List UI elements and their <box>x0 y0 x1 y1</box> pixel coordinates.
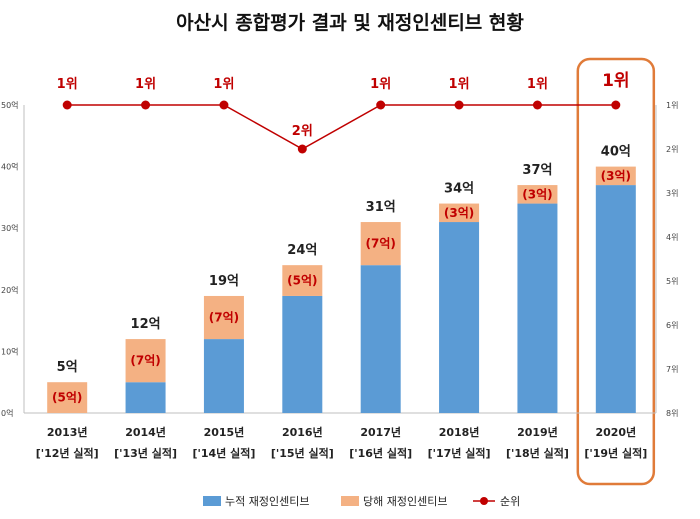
rank-point <box>376 100 386 110</box>
y-tick-label: 30억 <box>1 223 19 233</box>
y-tick-label: 10억 <box>1 346 19 356</box>
y-tick-label: 20억 <box>1 285 19 295</box>
bar-annual-label: (7억) <box>130 354 160 368</box>
rank-label: 1위 <box>213 77 234 92</box>
x-tick-label-year: 2013년 <box>47 425 88 439</box>
bar-annual <box>203 295 244 340</box>
x-tick-label-basis: ['17년 실적] <box>428 446 491 460</box>
y2-tick-label: 5위 <box>666 277 678 286</box>
y2-tick-label: 2위 <box>666 145 678 154</box>
bar-annual <box>125 339 166 383</box>
bar-annual-label: (3억) <box>444 206 474 220</box>
rank-line <box>67 104 616 150</box>
rank-point <box>141 100 151 110</box>
x-tick-label-basis: ['14년 실적] <box>192 446 255 460</box>
rank-label: 1위 <box>449 77 470 92</box>
y2-tick-label: 6위 <box>666 321 678 330</box>
x-tick-label-basis: ['15년 실적] <box>271 446 334 460</box>
x-tick-label-year: 2019년 <box>517 425 558 439</box>
y2-tick-label: 1위 <box>666 101 678 110</box>
x-tick-label-year: 2014년 <box>125 425 166 439</box>
bar-annual-label: (7억) <box>366 237 396 251</box>
bar-annual-label: (5억) <box>52 391 82 405</box>
bar-cumulative <box>360 265 401 413</box>
y-tick-label: 50억 <box>1 100 19 110</box>
legend-label-rank: 순위 <box>500 495 520 508</box>
bar-annual <box>47 382 88 413</box>
chart-title: 아산시 종합평가 결과 및 재정인센티브 현황 <box>176 11 524 34</box>
y2-tick-label: 3위 <box>666 189 678 198</box>
bar-total-label: 19억 <box>209 274 239 289</box>
x-tick-label-year: 2018년 <box>439 425 480 439</box>
legend-swatch-annual <box>341 496 359 506</box>
rank-point <box>297 144 307 154</box>
bar-annual <box>595 166 636 186</box>
bar-annual-label: (3억) <box>601 169 631 183</box>
bar-annual-label: (7억) <box>209 311 239 325</box>
rank-label: 1위 <box>135 77 156 92</box>
bar-annual-label: (5억) <box>287 274 317 288</box>
bar-annual <box>517 185 558 204</box>
y2-tick-label: 4위 <box>666 233 678 242</box>
legend-marker-rank <box>480 497 488 505</box>
x-tick-label-basis: ['19년 실적] <box>584 446 647 460</box>
bar-cumulative <box>282 295 323 413</box>
legend-label-annual: 당해 재정인센티브 <box>363 494 447 508</box>
bar-cumulative <box>517 203 558 413</box>
y-tick-label: 40억 <box>1 162 19 172</box>
bar-total-label: 31억 <box>366 200 396 215</box>
rank-point <box>611 100 621 110</box>
rank-point <box>532 100 542 110</box>
x-tick-label-basis: ['18년 실적] <box>506 446 569 460</box>
y2-tick-label: 7위 <box>666 365 678 374</box>
rank-label: 1위 <box>57 77 78 92</box>
rank-label: 1위 <box>370 77 391 92</box>
x-tick-label-basis: ['13년 실적] <box>114 446 177 460</box>
y2-tick-label: 8위 <box>666 409 678 418</box>
bar-cumulative <box>125 382 166 413</box>
bar-total-label: 5억 <box>57 360 78 375</box>
highlight-box <box>576 57 656 486</box>
bar-total-label: 40억 <box>601 145 631 160</box>
x-tick-label-basis: ['16년 실적] <box>349 446 412 460</box>
rank-label: 1위 <box>527 77 548 92</box>
bar-cumulative <box>203 339 244 413</box>
x-tick-label-basis: ['12년 실적] <box>36 446 99 460</box>
legend-swatch-cumulative <box>203 496 221 506</box>
bar-annual <box>282 265 323 296</box>
x-tick-label-year: 2020년 <box>595 425 636 439</box>
legend-label-cumulative: 누적 재정인센티브 <box>225 495 309 508</box>
bar-total-label: 24억 <box>287 243 317 258</box>
bar-cumulative <box>439 222 480 413</box>
rank-point <box>454 100 464 110</box>
x-tick-label-year: 2015년 <box>204 425 245 439</box>
rank-label: 2위 <box>292 124 313 139</box>
bar-cumulative <box>595 185 636 413</box>
bar-total-label: 12억 <box>131 317 161 332</box>
bar-annual-label: (3억) <box>522 187 552 201</box>
rank-point <box>62 100 72 110</box>
bar-annual <box>439 203 480 223</box>
rank-label: 1위 <box>602 71 629 91</box>
x-tick-label-year: 2016년 <box>282 425 323 439</box>
bar-total-label: 37억 <box>522 163 552 178</box>
bar-annual <box>360 222 401 266</box>
bar-total-label: 34억 <box>444 182 474 197</box>
y-tick-label: 0억 <box>1 408 13 418</box>
x-tick-label-year: 2017년 <box>360 425 401 439</box>
rank-point <box>219 100 229 110</box>
